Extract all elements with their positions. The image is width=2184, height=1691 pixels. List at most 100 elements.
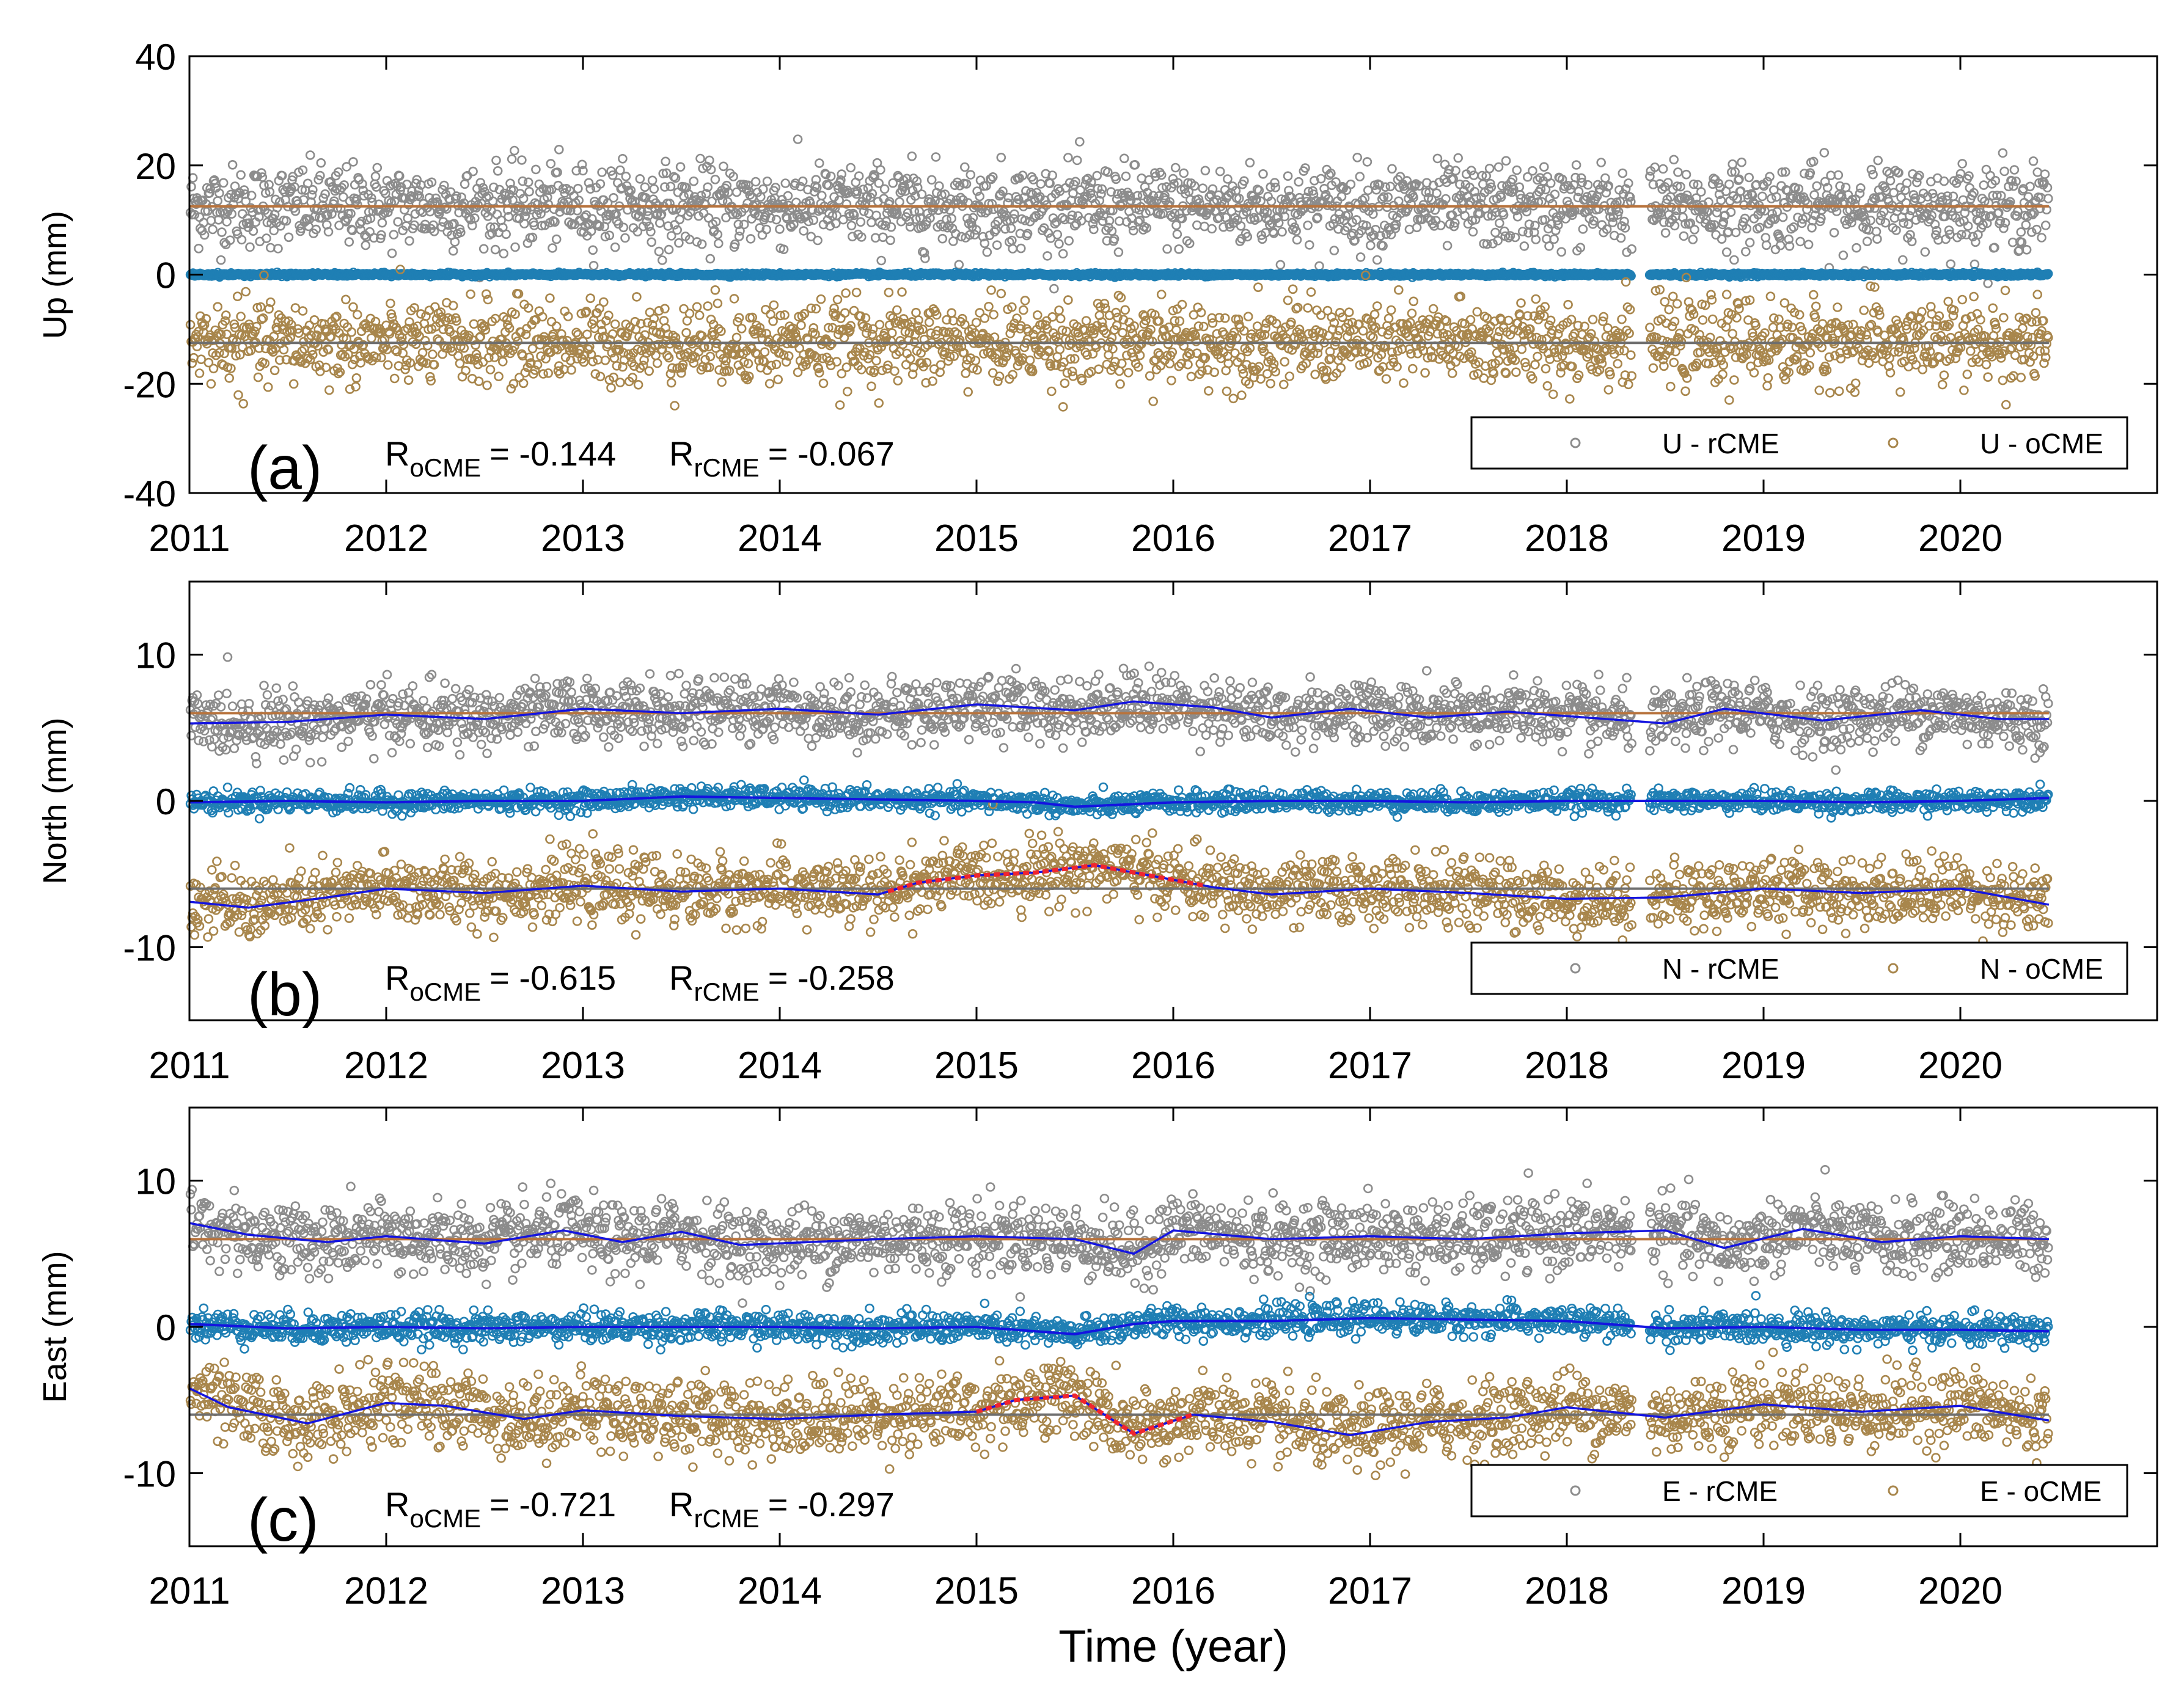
data-point bbox=[992, 240, 1002, 250]
data-point bbox=[870, 171, 880, 181]
data-point bbox=[584, 178, 594, 188]
data-point bbox=[527, 232, 538, 243]
data-point bbox=[500, 191, 510, 200]
data-point bbox=[520, 211, 530, 221]
data-point bbox=[186, 181, 196, 192]
data-point bbox=[821, 169, 831, 180]
data-point bbox=[968, 213, 978, 223]
data-point bbox=[346, 208, 356, 219]
data-point bbox=[384, 203, 395, 213]
data-point bbox=[374, 199, 384, 210]
data-point bbox=[836, 175, 846, 185]
data-point bbox=[1063, 153, 1073, 163]
data-point bbox=[402, 179, 412, 189]
data-point bbox=[987, 199, 997, 209]
data-point bbox=[532, 199, 543, 210]
data-point bbox=[199, 230, 210, 240]
data-point bbox=[635, 173, 645, 184]
data-point bbox=[449, 219, 459, 228]
data-point bbox=[1156, 170, 1167, 180]
data-point bbox=[902, 173, 912, 184]
data-point bbox=[297, 184, 307, 195]
data-point bbox=[750, 177, 761, 187]
data-point bbox=[802, 210, 812, 221]
data-point bbox=[664, 244, 674, 255]
data-point bbox=[578, 166, 588, 176]
data-point bbox=[281, 216, 291, 226]
data-point bbox=[1160, 191, 1170, 200]
data-point bbox=[239, 185, 249, 195]
data-point bbox=[761, 224, 771, 235]
data-point bbox=[961, 179, 972, 189]
data-point bbox=[277, 170, 287, 181]
data-point bbox=[1075, 137, 1085, 147]
data-point bbox=[958, 195, 968, 205]
data-point bbox=[618, 222, 629, 233]
data-point bbox=[337, 183, 346, 193]
data-point bbox=[573, 183, 583, 194]
data-point bbox=[706, 164, 716, 175]
data-point bbox=[920, 254, 930, 263]
data-point bbox=[376, 230, 386, 240]
data-point bbox=[595, 221, 604, 232]
data-point bbox=[1121, 171, 1131, 181]
data-point bbox=[273, 244, 283, 254]
data-point bbox=[1103, 167, 1113, 177]
data-point bbox=[857, 232, 867, 242]
data-point bbox=[493, 166, 503, 176]
data-point bbox=[841, 199, 852, 209]
data-point bbox=[302, 178, 313, 189]
data-point bbox=[357, 179, 367, 189]
data-point bbox=[272, 203, 282, 213]
data-point bbox=[214, 188, 224, 199]
data-point bbox=[403, 200, 414, 210]
data-point bbox=[523, 177, 533, 188]
data-point bbox=[980, 238, 990, 249]
data-point bbox=[734, 232, 744, 241]
data-point bbox=[624, 188, 634, 197]
data-point bbox=[246, 191, 257, 200]
data-point bbox=[993, 216, 1003, 227]
data-point bbox=[1128, 225, 1138, 236]
data-point bbox=[225, 235, 235, 246]
data-point bbox=[848, 232, 857, 242]
data-point bbox=[344, 237, 354, 247]
data-point bbox=[714, 238, 724, 249]
data-point bbox=[934, 181, 944, 191]
data-point bbox=[666, 231, 676, 241]
data-point bbox=[892, 208, 902, 219]
data-point bbox=[327, 209, 337, 219]
data-point bbox=[626, 185, 636, 195]
plot-area-a bbox=[185, 134, 2053, 412]
data-point bbox=[735, 226, 745, 236]
data-point bbox=[711, 217, 721, 227]
data-point bbox=[455, 227, 466, 238]
data-point bbox=[546, 184, 557, 195]
data-point bbox=[429, 226, 439, 236]
data-point bbox=[885, 235, 895, 246]
data-point bbox=[491, 155, 501, 166]
data-point bbox=[1067, 210, 1077, 221]
data-point bbox=[326, 177, 336, 187]
data-point bbox=[323, 227, 334, 237]
data-point bbox=[307, 184, 318, 195]
data-point bbox=[689, 176, 698, 186]
data-point bbox=[1049, 283, 1059, 294]
data-point bbox=[1068, 188, 1078, 199]
data-point bbox=[548, 243, 557, 253]
data-point bbox=[284, 232, 294, 243]
data-point bbox=[783, 191, 793, 201]
data-point bbox=[817, 191, 827, 201]
data-point bbox=[813, 235, 823, 246]
data-point bbox=[665, 181, 676, 192]
data-point bbox=[245, 242, 255, 252]
data-point bbox=[383, 207, 393, 217]
data-point bbox=[730, 239, 740, 249]
data-point bbox=[1089, 224, 1099, 235]
data-point bbox=[710, 174, 720, 184]
data-point bbox=[222, 217, 232, 227]
data-point bbox=[910, 191, 920, 201]
data-point bbox=[189, 210, 200, 220]
data-point bbox=[1017, 170, 1028, 181]
data-point bbox=[443, 220, 453, 230]
